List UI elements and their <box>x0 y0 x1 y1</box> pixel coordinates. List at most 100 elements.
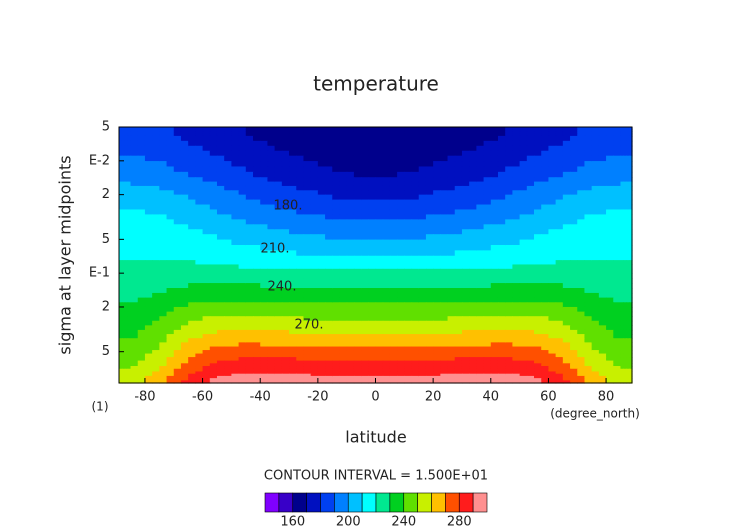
contour-cell <box>433 366 441 370</box>
contour-cell <box>505 127 513 130</box>
contour-cell <box>577 224 586 230</box>
contour-cell <box>483 342 492 348</box>
contour-cell <box>519 177 528 183</box>
contour-cell <box>303 177 312 183</box>
contour-cell <box>353 155 362 162</box>
contour-cell <box>541 129 550 133</box>
contour-cell <box>238 161 247 168</box>
contour-cell <box>253 381 261 383</box>
contour-cell <box>447 363 456 367</box>
contour-cell <box>368 375 377 379</box>
contour-cell <box>497 342 506 348</box>
contour-cell <box>159 287 168 294</box>
contour-cell <box>245 350 254 355</box>
contour-cell <box>119 224 123 230</box>
contour-cell <box>137 214 146 220</box>
contour-cell <box>433 306 441 313</box>
contour-cell <box>121 368 126 373</box>
contour-cell <box>606 140 614 147</box>
contour-cell <box>620 381 624 383</box>
contour-cell <box>555 338 564 343</box>
contour-cell <box>440 127 449 130</box>
contour-cell <box>461 329 470 335</box>
contour-cell <box>127 190 132 196</box>
contour-cell <box>332 250 341 257</box>
contour-cell <box>411 150 420 157</box>
contour-cell <box>188 273 196 279</box>
contour-cell <box>404 264 413 270</box>
contour-cell <box>216 171 225 178</box>
contour-cell <box>433 311 441 317</box>
contour-cell <box>626 302 630 308</box>
contour-cell <box>289 214 297 220</box>
contour-cell <box>130 350 139 355</box>
contour-cell <box>555 177 564 183</box>
contour-cell <box>606 239 614 246</box>
contour-cell <box>231 190 240 196</box>
contour-cell <box>339 140 348 147</box>
contour-cell <box>119 381 123 383</box>
contour-cell <box>483 166 492 173</box>
contour-cell <box>613 342 622 348</box>
contour-cell <box>447 316 456 322</box>
contour-cell <box>137 133 146 137</box>
contour-cell <box>361 357 369 362</box>
contour-cell <box>382 368 391 373</box>
contour-cell <box>606 378 614 381</box>
contour-cell <box>584 250 593 257</box>
contour-cell <box>346 244 355 251</box>
contour-cell <box>310 145 319 152</box>
contour-cell <box>180 239 189 246</box>
contour-cell <box>296 292 305 299</box>
contour-cell <box>534 320 542 326</box>
contour-cell <box>447 297 456 303</box>
contour-cell <box>397 155 405 162</box>
contour-cell <box>577 133 586 137</box>
contour-cell <box>476 177 485 183</box>
contour-cell <box>137 353 146 358</box>
contour-cell <box>281 268 290 274</box>
contour-cell <box>346 380 355 382</box>
contour-cell <box>202 338 211 343</box>
contour-cell <box>346 127 355 130</box>
contour-cell <box>121 264 126 270</box>
contour-cell <box>260 380 269 382</box>
contour-cell <box>144 209 153 216</box>
contour-cell <box>202 316 211 322</box>
contour-cell <box>188 264 196 270</box>
contour-cell <box>483 250 492 257</box>
contour-cell <box>447 375 456 379</box>
contour-cell <box>534 219 542 225</box>
contour-cell <box>224 329 232 335</box>
contour-cell <box>238 380 247 382</box>
contour-cell <box>253 244 261 251</box>
contour-cell <box>469 366 477 370</box>
contour-cell <box>476 250 485 257</box>
contour-cell <box>461 292 470 299</box>
contour-cell <box>238 381 247 383</box>
contour-cell <box>382 378 391 381</box>
contour-cell <box>389 171 398 178</box>
contour-cell <box>260 302 269 308</box>
contour-cell <box>541 131 550 135</box>
contour-cell <box>629 292 633 299</box>
contour-cell <box>121 127 126 130</box>
contour-cell <box>476 350 485 355</box>
contour-cell <box>577 273 586 279</box>
contour-cell <box>411 181 420 187</box>
contour-cell <box>570 316 578 322</box>
contour-cell <box>166 346 175 351</box>
contour-cell <box>425 273 434 279</box>
contour-cell <box>454 287 463 294</box>
contour-cell <box>584 360 593 364</box>
contour-cell <box>418 363 427 367</box>
contour-cell <box>606 250 614 257</box>
contour-cell <box>260 368 269 373</box>
contour-cell <box>253 150 261 157</box>
contour-cell <box>598 371 607 375</box>
contour-cell <box>548 150 557 157</box>
contour-cell <box>119 334 123 339</box>
contour-cell <box>404 219 413 225</box>
contour-cell <box>606 350 614 355</box>
contour-cell <box>433 255 441 261</box>
